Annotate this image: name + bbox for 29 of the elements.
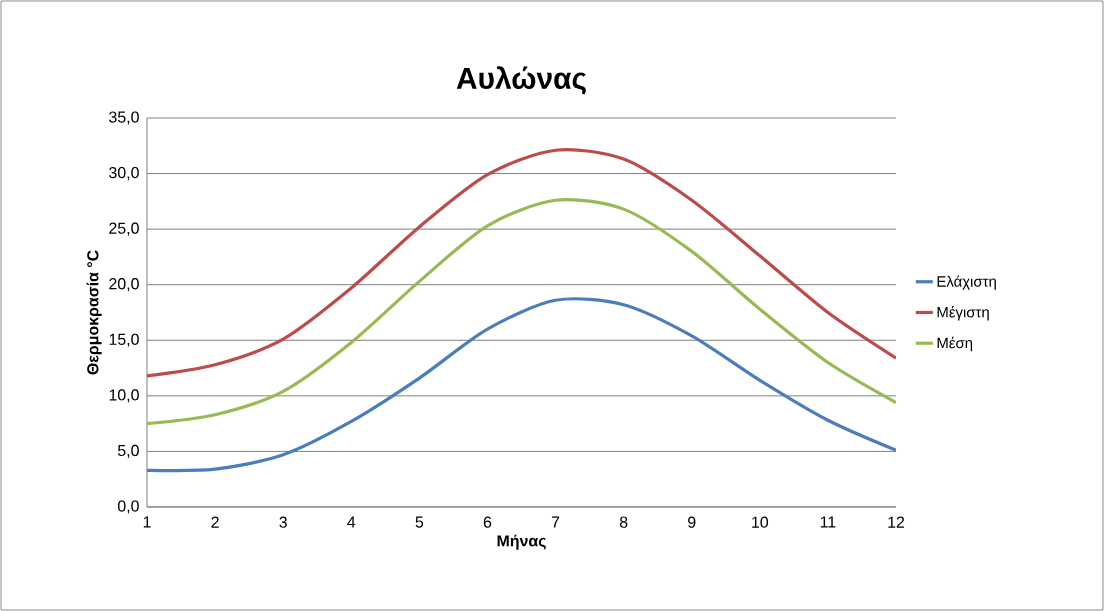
y-tick-label: 5,0	[117, 444, 139, 458]
legend-label: Ελάχιστη	[937, 275, 996, 290]
line-series	[147, 148, 897, 378]
x-tick-label: 3	[279, 516, 287, 528]
y-tick-label: 35,0	[109, 111, 139, 125]
x-tick-label: 8	[619, 516, 628, 528]
x-tick-label: 7	[551, 516, 560, 528]
x-tick-label: 1	[143, 516, 151, 528]
line-series	[147, 198, 897, 426]
x-tick-label: 2	[211, 516, 219, 528]
chart-title: Αυλώνας	[456, 66, 586, 95]
x-tick-label: 11	[820, 516, 836, 528]
x-tick-label: 9	[688, 516, 696, 528]
y-tick-label: 20,0	[109, 278, 139, 292]
y-tick-label: 30,0	[109, 166, 139, 181]
x-tick-label: 10	[752, 516, 769, 528]
line-series	[147, 297, 897, 473]
x-tick-label: 5	[415, 516, 424, 528]
x-tick-label: 4	[347, 516, 356, 528]
legend-label: Μέγιστη	[937, 306, 989, 321]
x-tick-label: 12	[888, 516, 905, 528]
y-tick-label: 25,0	[109, 222, 139, 236]
x-tick-label: 6	[483, 516, 492, 528]
y-axis-title: Θερμοκρασία °C	[86, 250, 102, 375]
y-tick-label: 10,0	[109, 389, 139, 403]
x-axis-title: Μήνας	[497, 534, 546, 550]
y-tick-label: 0,0	[117, 500, 139, 514]
y-tick-label: 15,0	[109, 333, 139, 347]
legend-label: Μέση	[937, 336, 973, 352]
